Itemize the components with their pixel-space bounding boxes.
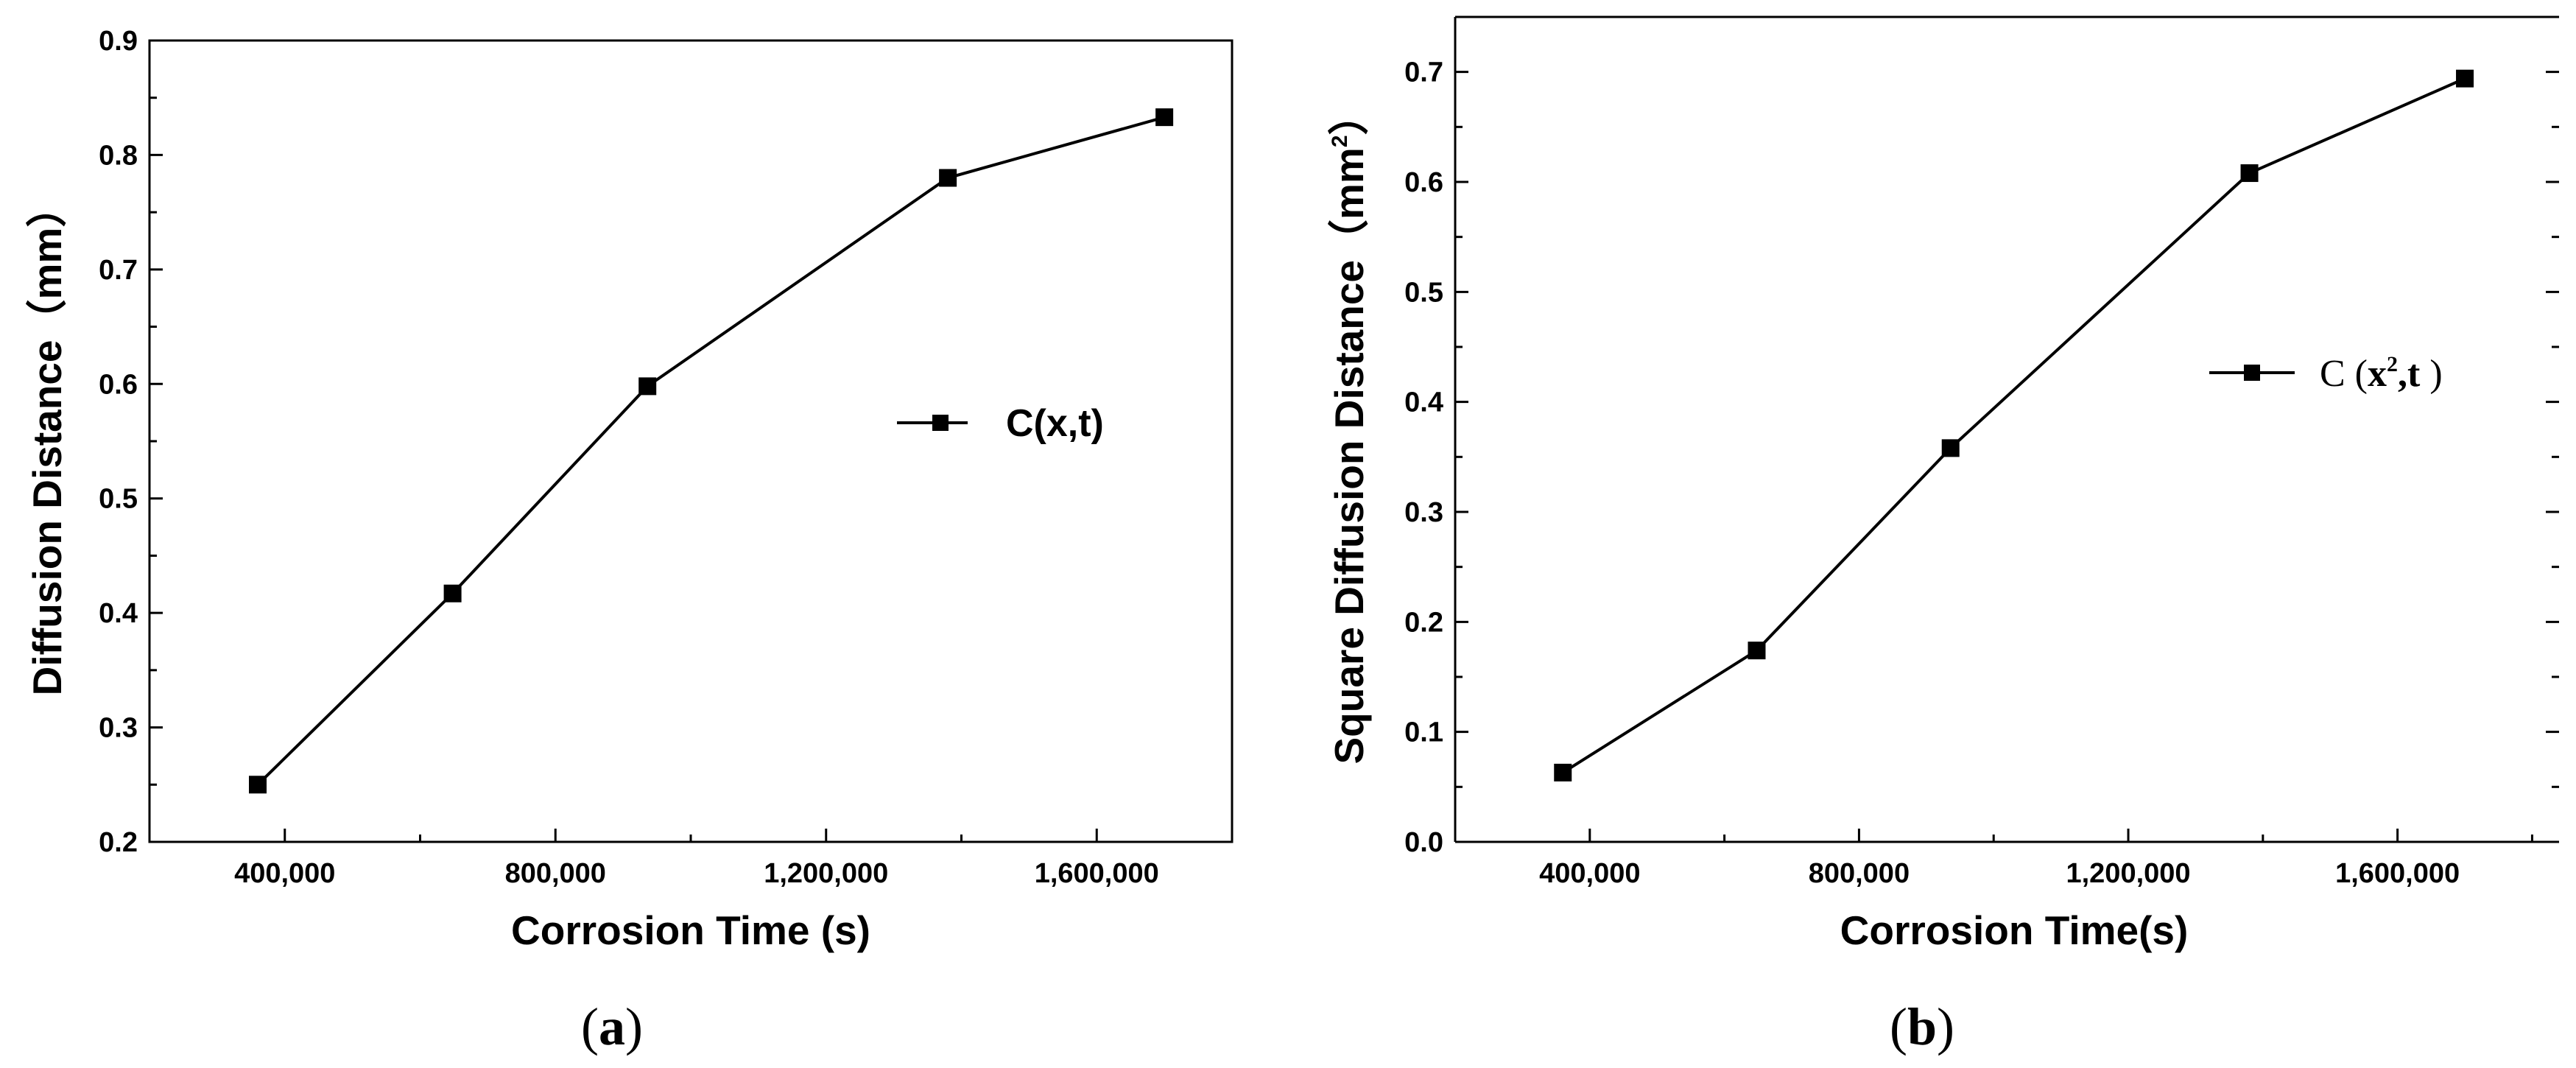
y-tick-label: 0.9: [99, 26, 138, 57]
series-line: [256, 116, 1165, 786]
data-point: [2240, 164, 2259, 183]
series-layer-b: [1554, 69, 2474, 781]
data-point: [1941, 439, 1960, 457]
legend-a: C(x,t): [897, 402, 1104, 445]
legend-marker-b: [2244, 365, 2260, 381]
chart-panel-a: 400,000 800,000 1,200,000 1,600,000 0.20.30…: [24, 26, 1234, 1056]
data-point: [443, 584, 462, 602]
y-tick-label: 0.8: [99, 140, 138, 171]
y-tick-label: 0.2: [99, 827, 138, 858]
data-point: [1155, 108, 1174, 127]
x-tick-label: 800,000: [505, 858, 606, 889]
legend-marker-a: [932, 415, 949, 431]
series-layer-a: [249, 108, 1174, 794]
data-point: [249, 776, 267, 794]
y-tick-label: 0.6: [1404, 167, 1443, 198]
x-axis-title-b: Corrosion Time(s): [1840, 907, 2189, 953]
x-tick-label: 1,200,000: [2066, 858, 2190, 889]
panel-label-a: (a): [581, 997, 643, 1056]
data-point: [2456, 69, 2474, 88]
panel-label-b: (b): [1890, 997, 1954, 1056]
data-point: [1748, 642, 1766, 660]
legend-label-b: C (x2,t ): [2320, 352, 2443, 395]
x-axis-title-a: Corrosion Time (s): [511, 907, 870, 953]
x-axis-ticks-a: 400,000 800,000 1,200,000 1,600,000: [148, 829, 1234, 889]
y-tick-label: 0.7: [99, 255, 138, 286]
y-tick-label: 0.4: [1404, 387, 1443, 418]
y-tick-label: 0.7: [1404, 57, 1443, 88]
x-tick-label: 1,200,000: [764, 858, 888, 889]
y-tick-label: 0.5: [99, 484, 138, 515]
data-point: [939, 169, 957, 187]
y-tick-label: 0.5: [1404, 277, 1443, 308]
y-tick-label: 0.3: [99, 713, 138, 744]
x-tick-label: 800,000: [1809, 858, 1910, 889]
x-tick-label: 1,600,000: [1035, 858, 1159, 889]
y-axis-ticks-b: 0.0 0.1 0.2 0.3 0.4 0.5 0.6 0.7: [1404, 15, 2559, 858]
y-tick-label: 0.6: [99, 369, 138, 400]
y-tick-label: 0.0: [1404, 827, 1443, 858]
legend-b: C (x2,t ): [2209, 352, 2443, 395]
y-tick-label: 0.3: [1404, 497, 1443, 528]
y-axis-title-a: Diffusion Distance（mm）: [24, 187, 70, 696]
y-tick-label: 0.1: [1404, 717, 1443, 748]
data-point: [638, 377, 657, 396]
x-tick-label: 400,000: [1539, 858, 1640, 889]
x-axis-ticks-b: 400,000 800,000 1,200,000 1,600,000: [1454, 829, 2533, 889]
chart-panel-b: 400,000 800,000 1,200,000 1,600,000 0.00.10…: [1326, 15, 2559, 1056]
legend-label-a: C(x,t): [1006, 402, 1104, 445]
y-axis-ticks-a: 0.2 0.3 0.4 0.5 0.6 0.7 0.8 0.9: [99, 26, 163, 858]
data-point: [1554, 763, 1572, 781]
y-axis-title-b: Square Diffusion Distance（mm2）: [1326, 94, 1372, 764]
y-tick-label: 0.4: [99, 598, 138, 629]
x-tick-label: 400,000: [234, 858, 335, 889]
x-tick-label: 1,600,000: [2335, 858, 2460, 889]
y-tick-label: 0.2: [1404, 607, 1443, 638]
series-line: [1562, 77, 2466, 774]
